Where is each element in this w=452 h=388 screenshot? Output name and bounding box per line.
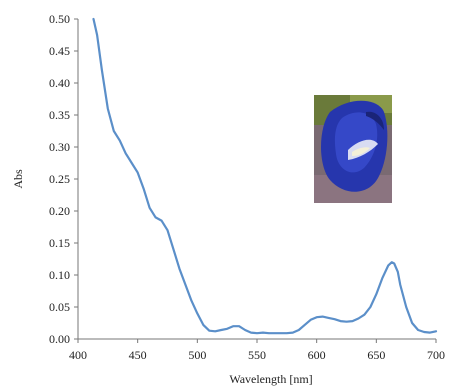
x-tick-label: 700 <box>427 348 445 362</box>
y-axis-title: Abs <box>11 169 25 189</box>
y-tick-label: 0.35 <box>49 108 70 122</box>
x-tick-label: 550 <box>248 348 266 362</box>
x-axis-ticks: 400 450 500 550 600 650 700 <box>69 339 445 362</box>
absorbance-series-line <box>92 17 438 335</box>
x-tick-label: 400 <box>69 348 87 362</box>
x-tick-label: 450 <box>129 348 147 362</box>
y-tick-label: 0.45 <box>49 44 70 58</box>
y-tick-label: 0.25 <box>49 172 70 186</box>
flower-photo-inset <box>314 95 392 203</box>
y-tick-label: 0.00 <box>49 332 70 346</box>
y-tick-label: 0.30 <box>49 140 70 154</box>
x-tick-label: 600 <box>308 348 326 362</box>
x-axis-title: Wavelength [nm] <box>229 372 312 386</box>
x-tick-label: 650 <box>367 348 385 362</box>
y-tick-label: 0.10 <box>49 268 70 282</box>
y-tick-label: 0.40 <box>49 76 70 90</box>
y-tick-label: 0.20 <box>49 204 70 218</box>
x-tick-label: 500 <box>188 348 206 362</box>
y-tick-label: 0.15 <box>49 236 70 250</box>
y-axis-ticks: 0.00 0.05 0.10 0.15 0.20 0.25 0.30 0.35 0.40 0.45… <box>49 12 78 346</box>
y-tick-label: 0.50 <box>49 12 70 26</box>
y-tick-label: 0.05 <box>49 300 70 314</box>
